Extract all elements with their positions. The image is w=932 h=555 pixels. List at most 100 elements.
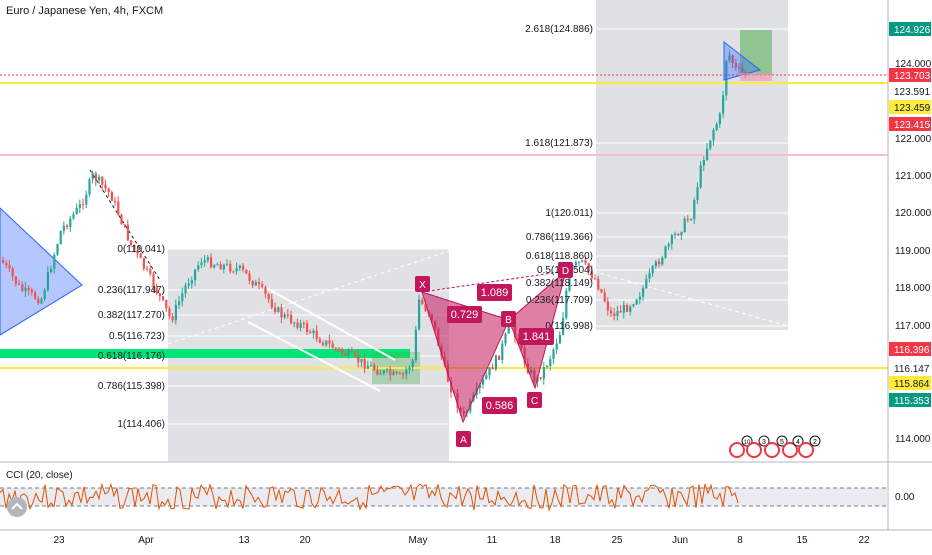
candle-body — [194, 269, 197, 281]
price-tag: 124.926 — [889, 22, 931, 36]
price-tag: 115.353 — [889, 393, 931, 407]
price-tick-label: 124.000 — [895, 59, 932, 70]
time-tick-label: 15 — [796, 535, 808, 546]
event-marker-3[interactable]: 5 — [764, 435, 788, 458]
candle-body — [421, 299, 424, 304]
candle-body — [645, 278, 648, 289]
candle-body — [254, 282, 257, 286]
candle-body — [638, 296, 641, 300]
candle-body — [306, 323, 309, 332]
candle-body — [46, 271, 49, 291]
candle-body — [229, 263, 232, 272]
candle-body — [75, 207, 78, 215]
candle-body — [555, 343, 558, 350]
event-marker-2[interactable]: 3 — [746, 435, 770, 458]
candle-body — [117, 201, 120, 215]
candle-body — [478, 384, 481, 389]
candle-body — [312, 330, 315, 334]
time-tick-label: 13 — [238, 535, 250, 546]
candle-body — [722, 95, 725, 114]
candle-body — [504, 333, 507, 344]
candle-body — [277, 307, 280, 312]
fib-left-label-4: 0.618(116.176) — [98, 351, 165, 362]
candle-body — [674, 234, 677, 236]
candle-body — [123, 224, 126, 226]
candle-body — [338, 348, 341, 350]
time-axis-ticks[interactable]: 23 Apr 13 20 May 11 18 25 Jun 8 15 22 — [53, 535, 870, 546]
time-tick-label: 20 — [299, 535, 311, 546]
candle-body — [200, 262, 203, 266]
candle-body — [363, 358, 366, 369]
price-axis-ticks[interactable]: 124.000 122.000 121.000 120.000 119.000 118.0… — [895, 59, 932, 445]
event-marker-4[interactable]: 4 — [782, 435, 804, 458]
price-tick-label: 114.000 — [895, 434, 931, 445]
candle-body — [235, 268, 238, 272]
price-tick-label: 122.000 — [895, 134, 932, 145]
candle-body — [664, 246, 667, 258]
candle-body — [594, 278, 597, 280]
candle-body — [56, 244, 59, 255]
candle-body — [395, 371, 398, 374]
candle-body — [2, 260, 5, 263]
candle-body — [562, 317, 565, 335]
fib-left-label-5: 0.786(115.398) — [98, 381, 165, 392]
candle-body — [350, 350, 353, 353]
svg-text:4: 4 — [796, 439, 800, 446]
event-marker-5[interactable]: 2 — [798, 435, 821, 458]
candle-body — [686, 218, 689, 220]
candle-body — [293, 322, 296, 324]
candle-body — [357, 354, 360, 363]
channel-line-lower — [247, 321, 381, 392]
candle-body — [389, 369, 392, 376]
candle-body — [622, 304, 625, 313]
candle-body — [155, 287, 158, 294]
candle-body — [667, 243, 670, 247]
fib-left-label-6: 1(114.406) — [117, 419, 165, 430]
svg-text:1.841: 1.841 — [523, 331, 551, 343]
price-tag: 123.415 — [889, 117, 931, 131]
candle-body — [715, 123, 718, 131]
candle-body — [274, 307, 277, 312]
cci-value-label: 0.00 — [895, 492, 915, 503]
dashed-trend-top — [89, 169, 161, 281]
settings-icon[interactable] — [7, 497, 27, 517]
candle-body — [318, 339, 321, 343]
ratio-label-1: 1.089 — [477, 284, 512, 301]
candle-body — [162, 296, 165, 300]
candle-body — [158, 293, 161, 297]
candle-body — [411, 360, 414, 368]
candle-body — [62, 225, 65, 231]
candle-body — [424, 303, 427, 311]
candle-body — [734, 63, 737, 68]
pattern-point-x: X — [415, 276, 430, 292]
candle-body — [341, 348, 344, 354]
candle-body — [376, 369, 379, 375]
candle-body — [629, 306, 632, 312]
target-box-pink — [740, 73, 772, 81]
fib-left-label-3: 0.5(116.723) — [109, 331, 165, 342]
candle-body — [725, 60, 728, 96]
chart-title: Euro / Japanese Yen, 4h, FXCM — [6, 5, 163, 17]
candle-body — [738, 67, 741, 69]
candle-body — [546, 365, 549, 367]
candle-body — [187, 283, 190, 286]
candle-body — [328, 340, 331, 344]
candle-body — [203, 260, 206, 263]
candle-body — [258, 282, 261, 285]
candle-body — [43, 290, 46, 300]
candle-body — [581, 260, 584, 262]
candle-body — [114, 200, 117, 202]
candle-body — [690, 219, 693, 221]
candle-body — [379, 373, 382, 375]
candle-body — [290, 314, 293, 323]
candle-body — [658, 261, 661, 265]
candle-body — [30, 290, 33, 293]
candle-body — [280, 307, 283, 318]
candle-body — [88, 179, 91, 195]
ratio-label-3: 1.841 — [519, 328, 554, 345]
candle-body — [702, 160, 705, 166]
candle-body — [283, 314, 286, 318]
candle-body — [539, 377, 542, 379]
candle-body — [494, 355, 497, 370]
